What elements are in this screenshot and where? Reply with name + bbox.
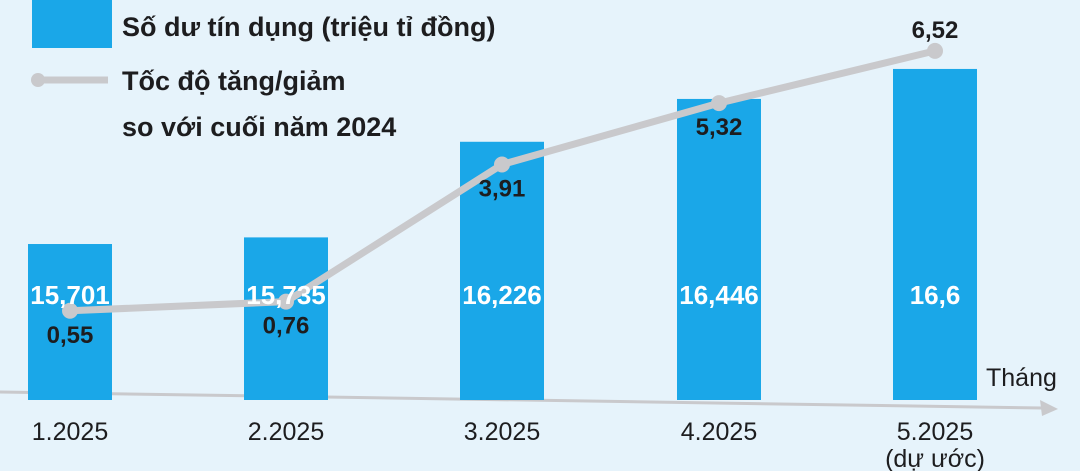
bar-1.2025 xyxy=(28,244,112,400)
bar-value-label: 16,446 xyxy=(679,280,759,310)
line-point-4.2025 xyxy=(711,95,727,112)
category-label: 1.2025 xyxy=(32,418,108,446)
bar-4.2025 xyxy=(677,98,761,401)
legend-line-label-2: so với cuối năm 2024 xyxy=(122,112,396,142)
x-axis-arrow-icon xyxy=(1040,400,1058,416)
bar-5.2025 xyxy=(893,68,977,401)
bar-value-label: 16,6 xyxy=(910,280,961,310)
category-label: 4.2025 xyxy=(681,418,757,446)
line-value-label: 3,91 xyxy=(479,176,526,203)
legend-line-swatch-dot xyxy=(31,73,45,87)
bar-value-label: 15,701 xyxy=(30,280,110,310)
line-value-label: 0,76 xyxy=(263,313,310,340)
category-note-label: (dự ước) xyxy=(885,445,985,471)
category-label: 3.2025 xyxy=(464,418,540,446)
bar-2.2025 xyxy=(244,237,328,400)
bar-value-label: 15,735 xyxy=(246,280,326,310)
legend-bar-label: Số dư tín dụng (triệu tỉ đồng) xyxy=(122,12,495,42)
line-point-5.2025 xyxy=(927,42,943,59)
category-label: 2.2025 xyxy=(248,418,324,446)
line-point-2.2025 xyxy=(278,293,294,310)
line-point-1.2025 xyxy=(62,302,78,319)
data-labels: 15,701 15,735 16,226 16,446 16,6 0,55 0,76 3,91… xyxy=(30,17,960,349)
category-labels: 1.2025 2.2025 3.2025 4.2025 5.2025(dự ước) xyxy=(32,418,985,471)
line-value-label: 6,52 xyxy=(912,17,959,44)
line-value-label: 5,32 xyxy=(696,114,743,141)
bar-series xyxy=(28,68,977,401)
line-series xyxy=(62,42,943,319)
legend: Số dư tín dụng (triệu tỉ đồng) Tốc độ tă… xyxy=(31,0,495,142)
category-label: 5.2025 xyxy=(897,418,973,446)
bar-value-label: 16,226 xyxy=(462,280,542,310)
x-axis-title: Tháng xyxy=(986,364,1057,392)
legend-bar-swatch xyxy=(32,0,112,48)
legend-line-label-1: Tốc độ tăng/giảm xyxy=(122,66,346,96)
line-value-label: 0,55 xyxy=(47,322,94,349)
line-point-3.2025 xyxy=(494,156,510,173)
